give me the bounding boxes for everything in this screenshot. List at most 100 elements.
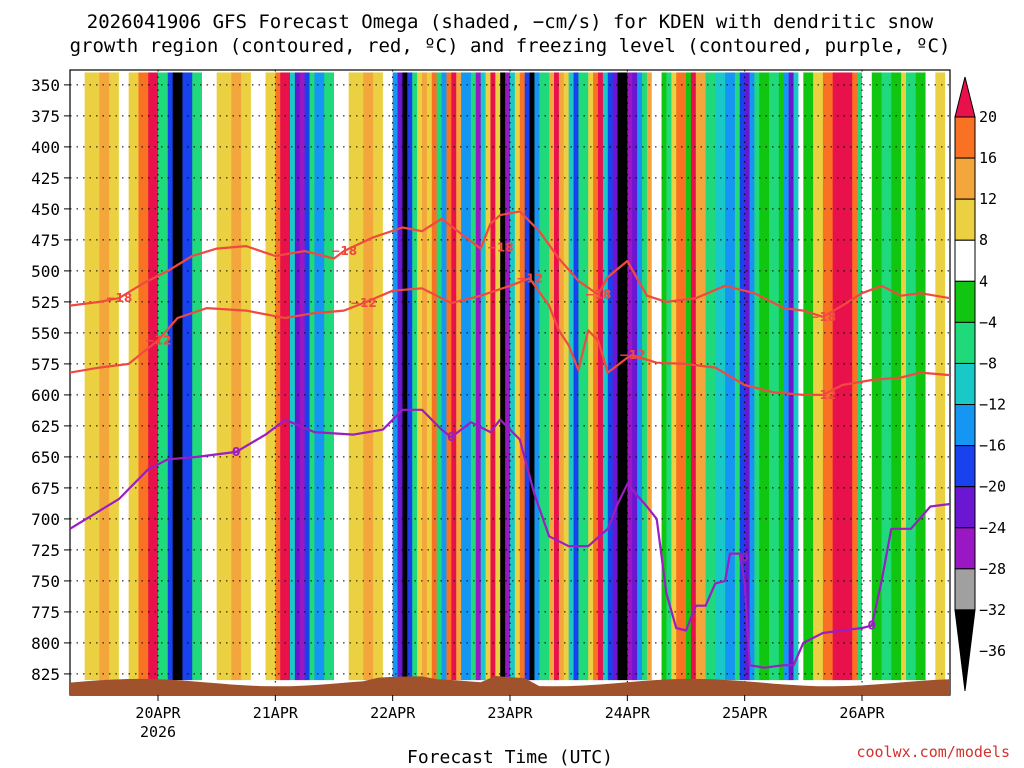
omega-band bbox=[495, 72, 501, 681]
omega-band bbox=[769, 72, 780, 681]
omega-band bbox=[539, 72, 550, 681]
colorbar-swatch bbox=[954, 445, 976, 488]
omega-band bbox=[749, 72, 756, 681]
y-tick-label: 425 bbox=[31, 169, 60, 188]
omega-band bbox=[563, 72, 570, 681]
y-tick-label: 500 bbox=[31, 262, 60, 281]
omega-band bbox=[446, 72, 452, 681]
y-tick-label: 700 bbox=[31, 510, 60, 529]
omega-band bbox=[891, 72, 902, 681]
omega-band bbox=[426, 72, 433, 681]
omega-band bbox=[250, 72, 267, 681]
y-tick-label: 400 bbox=[31, 138, 60, 157]
colorbar-label: −16 bbox=[979, 437, 1006, 455]
y-tick-label: 650 bbox=[31, 448, 60, 467]
omega-band bbox=[480, 72, 487, 681]
omega-band bbox=[99, 72, 110, 681]
omega-band bbox=[568, 72, 575, 681]
y-tick-label: 750 bbox=[31, 572, 60, 591]
omega-band bbox=[241, 72, 252, 681]
omega-band bbox=[324, 72, 335, 681]
omega-band bbox=[412, 72, 418, 681]
grid bbox=[70, 70, 950, 695]
y-tick-label: 600 bbox=[31, 386, 60, 405]
omega-band bbox=[666, 72, 672, 681]
omega-band bbox=[451, 72, 457, 681]
colorbar-label: 16 bbox=[979, 149, 997, 167]
omega-band bbox=[822, 72, 834, 681]
y-tick-label: 350 bbox=[31, 76, 60, 95]
omega-band bbox=[554, 72, 560, 681]
omega-band bbox=[216, 72, 232, 681]
omega-band bbox=[832, 72, 844, 681]
omega-band bbox=[148, 72, 159, 681]
omega-band bbox=[637, 72, 643, 681]
y-tick-label: 775 bbox=[31, 603, 60, 622]
colorbar-swatch bbox=[954, 321, 976, 364]
omega-band bbox=[70, 72, 86, 681]
omega-band bbox=[363, 72, 374, 681]
omega-band bbox=[661, 72, 668, 681]
omega-band bbox=[348, 72, 364, 681]
omega-band bbox=[490, 72, 496, 681]
colorbar: 20 16 12 8 4 −4 −8 −12 −16 −20 −24 −28 −32 −36 bbox=[954, 76, 1006, 692]
colorbar-swatch bbox=[954, 568, 976, 611]
omega-band bbox=[524, 72, 531, 681]
contour-label: −18 bbox=[330, 244, 357, 258]
omega-band bbox=[715, 72, 726, 681]
omega-band bbox=[588, 72, 594, 681]
omega-band bbox=[397, 72, 404, 681]
colorbar-label: −12 bbox=[979, 396, 1006, 414]
omega-band bbox=[309, 72, 316, 681]
omega-band bbox=[290, 72, 296, 681]
omega-band bbox=[646, 72, 653, 681]
omega-shading bbox=[70, 72, 950, 681]
omega-band bbox=[231, 72, 242, 681]
x-axis-year-label: 2026 bbox=[140, 723, 176, 741]
omega-band bbox=[422, 72, 428, 681]
y-tick-label: 800 bbox=[31, 634, 60, 653]
omega-band bbox=[593, 72, 599, 681]
x-tick-label: 26APR bbox=[839, 704, 885, 722]
omega-band bbox=[915, 72, 927, 681]
colorbar-swatch bbox=[954, 157, 976, 200]
omega-band bbox=[935, 72, 946, 681]
colorbar-top-arrow bbox=[954, 76, 976, 118]
colorbar-label: 20 bbox=[979, 108, 997, 126]
omega-band bbox=[549, 72, 555, 681]
contours: −18 −18 −18 −18 −18 −12 −12 −12 −12 −12 0 0 0 0 bbox=[70, 210, 950, 669]
y-tick-label: 525 bbox=[31, 293, 60, 312]
x-tick-label: 22APR bbox=[370, 704, 416, 722]
colorbar-swatch bbox=[954, 527, 976, 570]
y-tick-label: 575 bbox=[31, 355, 60, 374]
omega-band bbox=[534, 72, 540, 681]
omega-band bbox=[519, 72, 526, 681]
omega-band bbox=[304, 72, 311, 681]
contour-label: −12 bbox=[810, 388, 837, 402]
omega-band bbox=[598, 72, 604, 681]
omega-band bbox=[417, 72, 423, 681]
y-tick-label: 375 bbox=[31, 107, 60, 126]
colorbar-swatch bbox=[954, 280, 976, 323]
omega-band bbox=[759, 72, 770, 681]
colorbar-label: −28 bbox=[979, 560, 1006, 578]
contour-label: −12 bbox=[350, 296, 377, 310]
omega-band bbox=[690, 72, 697, 681]
omega-band bbox=[778, 72, 785, 681]
contour-label: −18 bbox=[585, 287, 612, 301]
omega-band bbox=[705, 72, 716, 681]
omega-band bbox=[109, 72, 120, 681]
omega-band bbox=[651, 72, 663, 681]
omega-band bbox=[695, 72, 707, 681]
omega-band bbox=[192, 72, 203, 681]
omega-band bbox=[510, 72, 516, 681]
colorbar-label: −24 bbox=[979, 519, 1006, 537]
x-tick-label: 24APR bbox=[605, 704, 651, 722]
omega-band bbox=[461, 72, 472, 681]
omega-band bbox=[602, 72, 609, 681]
omega-band bbox=[294, 72, 301, 681]
y-tick-label: 450 bbox=[31, 200, 60, 219]
omega-band bbox=[803, 72, 814, 681]
omega-band bbox=[788, 72, 795, 681]
